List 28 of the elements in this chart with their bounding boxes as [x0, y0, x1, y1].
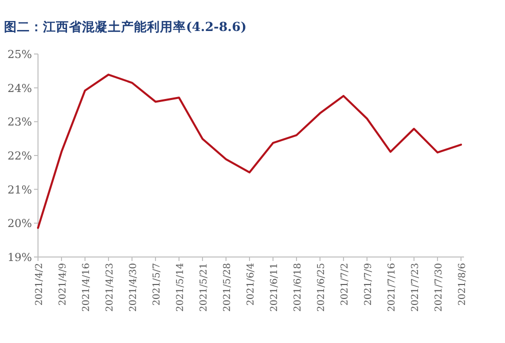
- y-tick-label: 20%: [8, 217, 32, 230]
- x-tick-label: 2021/6/18: [292, 263, 304, 312]
- x-tick-label: 2021/4/16: [81, 263, 92, 312]
- y-tick-label: 24%: [8, 82, 32, 95]
- x-tick-label: 2021/4/30: [128, 263, 139, 312]
- y-tick-label: 21%: [8, 183, 32, 196]
- y-tick-label: 25%: [8, 48, 32, 61]
- y-tick-label: 19%: [8, 251, 32, 264]
- x-tick-label: 2021/4/23: [104, 263, 116, 312]
- x-tick-label: 2021/6/11: [269, 263, 280, 312]
- line-series: [37, 74, 462, 229]
- x-tick-label: 2021/7/23: [410, 263, 421, 312]
- x-tick-label: 2021/5/21: [198, 263, 210, 312]
- x-tick-label: 2021/8/6: [457, 263, 468, 306]
- y-tick-label: 22%: [8, 150, 32, 162]
- y-tick-label: 23%: [8, 116, 32, 129]
- x-tick-label: 2021/4/9: [58, 263, 68, 306]
- x-tick-label: 2021/5/14: [175, 263, 186, 312]
- x-tick-label: 2021/7/2: [340, 263, 350, 306]
- x-tick-label: 2021/4/2: [34, 263, 45, 306]
- x-tick-label: 2021/7/16: [386, 263, 398, 312]
- x-tick-label: 2021/5/28: [222, 263, 233, 312]
- x-tick-label: 2021/7/9: [363, 263, 374, 306]
- x-tick-label: 2021/6/25: [316, 263, 327, 312]
- x-tick-label: 2021/6/4: [246, 263, 256, 306]
- x-tick-label: 2021/7/30: [434, 263, 444, 312]
- chart-title: 图二：江西省混凝土产能利用率(4.2-8.6): [4, 19, 247, 34]
- x-tick-label: 2021/5/7: [152, 263, 162, 306]
